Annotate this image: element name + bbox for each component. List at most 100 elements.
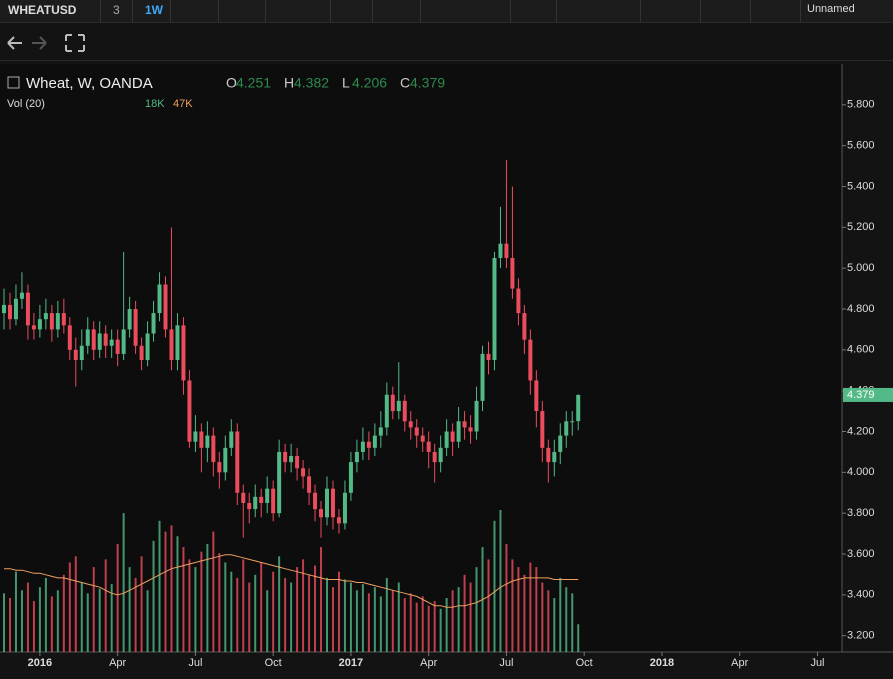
collapse-icon[interactable] (7, 76, 20, 89)
volume-bar (14, 571, 17, 652)
candle-body (348, 462, 353, 493)
x-tick-label: Apr (420, 657, 437, 669)
volume-bar (535, 567, 538, 652)
y-tick-label: 5.200 (847, 221, 875, 233)
candle-body (145, 333, 150, 361)
candle-body (510, 257, 515, 289)
symbol[interactable]: WHEATUSD (8, 3, 77, 17)
interval[interactable]: 1W (145, 3, 163, 17)
volume-bar (80, 582, 83, 652)
y-tick-label: 4.200 (847, 425, 875, 437)
volume-bar (176, 536, 179, 652)
layout-name[interactable]: Unnamed (807, 3, 855, 15)
candle-body (187, 380, 192, 442)
ohlc-value: 4.379 (410, 75, 445, 91)
volume-bar (104, 559, 107, 652)
x-tick-label: Oct (265, 657, 282, 669)
candle-body (492, 257, 497, 361)
volume-bar (409, 593, 412, 652)
ohlc-label: H (284, 75, 294, 91)
candle-body (79, 345, 84, 361)
volume-bar (152, 540, 155, 652)
candle-body (199, 431, 204, 448)
volume-bar (469, 582, 472, 652)
volume-bar (517, 567, 520, 652)
compare[interactable]: 3 (113, 3, 120, 17)
candle-body (552, 451, 557, 463)
volume-bar (248, 582, 251, 652)
volume-bar (577, 624, 580, 652)
volume-bar (559, 577, 562, 652)
y-tick-label: 3.400 (847, 589, 875, 601)
volume-bar (158, 520, 161, 652)
candle-body (450, 431, 455, 442)
volume-bar (493, 520, 496, 652)
volume-bar (463, 574, 466, 652)
volume-bar (194, 567, 197, 652)
candle-body (528, 339, 533, 381)
volume-bar (110, 584, 113, 652)
chart-title: Wheat, W, OANDA (26, 75, 153, 92)
candle-body (354, 451, 359, 463)
candle-body (444, 431, 449, 448)
volume-bar (134, 577, 137, 652)
y-tick-label: 5.800 (847, 99, 875, 111)
candle-body (205, 435, 210, 448)
volume-bar (499, 510, 502, 652)
candle-body (540, 411, 545, 448)
volume-bar (236, 577, 239, 652)
candle-body (295, 456, 300, 469)
ohlc-value: 4.251 (236, 75, 271, 91)
y-tick-label: 3.800 (847, 507, 875, 519)
volume-bar (218, 553, 221, 652)
ohlc-label: C (400, 75, 410, 91)
candle-body (342, 492, 347, 524)
volume-bar (242, 559, 245, 652)
volume-bar (433, 601, 436, 652)
secondary-toolbar (0, 26, 893, 61)
volume-bar (355, 590, 358, 652)
candle-body (241, 492, 246, 503)
volume-bar (290, 582, 293, 652)
candle-body (420, 435, 425, 442)
candle-body (139, 345, 144, 361)
volume-bar (32, 601, 35, 652)
volume-bar (212, 531, 215, 652)
volume-bar (349, 582, 352, 652)
volume-bar (206, 543, 209, 652)
volume-bar (439, 608, 442, 652)
candle-body (426, 441, 431, 452)
candle-body (564, 421, 569, 436)
candle-body (223, 447, 228, 473)
top-toolbar: WHEATUSD 3 1W Unnamed (0, 0, 893, 23)
x-tick-label: 2016 (28, 657, 52, 669)
volume-bar (74, 556, 77, 652)
y-tick-label: 3.600 (847, 548, 875, 560)
volume-bar (8, 597, 11, 652)
y-tick-label: 4.000 (847, 466, 875, 478)
candle-body (211, 435, 216, 463)
volume-bar (26, 582, 29, 652)
undo-icon[interactable] (7, 36, 22, 50)
candle-body (516, 288, 521, 314)
volume-bar (296, 567, 299, 652)
candle-body (336, 517, 341, 524)
ohlc-value: 4.382 (294, 75, 329, 91)
volume-bar (343, 579, 346, 652)
volume-bar (200, 551, 203, 652)
candle-body (360, 441, 365, 452)
candle-body (546, 447, 551, 463)
fullscreen-icon[interactable] (65, 34, 85, 52)
candle-body (366, 441, 371, 448)
candle-body (2, 304, 7, 314)
last-price-label: 4.379 (847, 389, 875, 401)
candle-body (283, 451, 288, 463)
volume-bar (20, 590, 23, 652)
volume-bar (379, 596, 382, 652)
volume-bar (505, 543, 508, 652)
candle-body (25, 292, 30, 326)
volume-bar (314, 565, 317, 652)
y-tick-label: 4.800 (847, 303, 875, 315)
candle-body (31, 325, 36, 330)
redo-icon[interactable] (32, 36, 47, 50)
